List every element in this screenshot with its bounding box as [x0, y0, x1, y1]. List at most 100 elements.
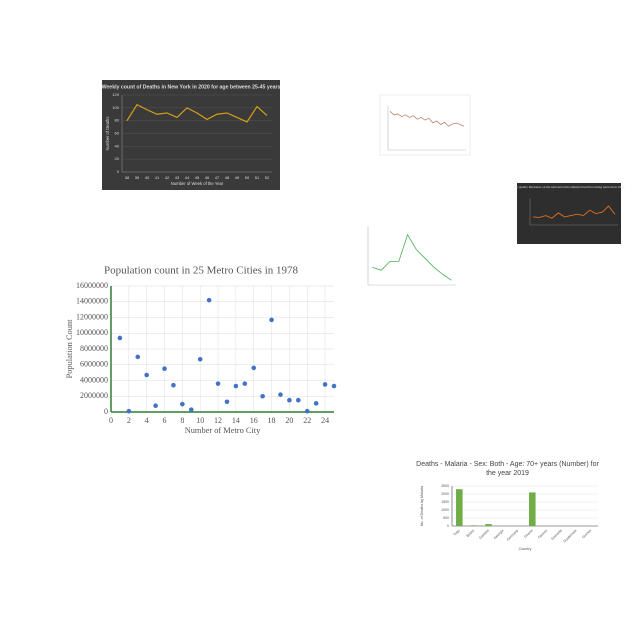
point	[188, 407, 194, 412]
x-tick-label: Gambia	[478, 529, 490, 541]
y-tick-label: 1500	[441, 500, 449, 504]
y-tick-label: 40	[115, 143, 120, 148]
point	[224, 399, 230, 405]
bar	[470, 525, 478, 526]
x-tick-label: Ghana	[523, 528, 533, 538]
y-tick-label: 8000000	[80, 344, 108, 353]
y-tick-label: 120	[112, 92, 119, 97]
chart: Air quality Measures on the national env…	[513, 183, 625, 244]
x-tick-label: 39	[135, 175, 140, 180]
x-tick-label: 52	[265, 175, 270, 180]
chart	[379, 94, 471, 156]
chart	[360, 220, 460, 290]
x-tick-label: 50	[245, 175, 250, 180]
y-tick-label: 14000000	[76, 297, 108, 306]
point	[135, 354, 141, 360]
chart-title: Weekly count of Deaths in New York in 20…	[102, 84, 281, 90]
chart-background	[379, 94, 471, 156]
point	[180, 401, 185, 407]
y-tick-label: 16000000	[76, 281, 108, 290]
x-tick-label: 38	[125, 175, 130, 180]
x-tick-label: 18	[268, 416, 276, 425]
x-tick-label: 51	[255, 175, 260, 180]
point	[233, 383, 239, 389]
x-tick-label: 47	[215, 175, 220, 180]
x-tick-label: 45	[195, 175, 200, 180]
point	[153, 403, 158, 409]
y-axis-label: No. of Deaths by Malaria	[420, 485, 424, 526]
point	[117, 335, 123, 341]
y-tick-label: 10000000	[76, 328, 108, 337]
x-tick-label: 10	[196, 416, 204, 425]
point	[162, 366, 167, 371]
y-axis-label: Population Count	[65, 319, 74, 379]
y-tick-label: 2000	[441, 492, 449, 496]
x-tick-label: 4	[145, 416, 149, 425]
point	[269, 317, 274, 323]
x-tick-label: 14	[232, 416, 240, 425]
point	[171, 382, 176, 388]
y-tick-label: 60	[115, 131, 120, 136]
chart-background	[102, 80, 280, 190]
point	[206, 297, 212, 303]
point	[197, 356, 203, 362]
x-tick-label: 48	[225, 175, 230, 180]
x-tick-label: 46	[205, 175, 210, 180]
y-tick-label: 80	[115, 118, 120, 123]
bar	[485, 524, 492, 526]
x-tick-label: 43	[175, 175, 180, 180]
y-tick-label: 6000000	[80, 360, 108, 369]
point	[313, 401, 319, 406]
x-tick-label: 49	[235, 175, 240, 180]
x-axis-label: Number of Week of the Year	[171, 181, 224, 186]
y-tick-label: 4000000	[80, 375, 108, 384]
bar	[456, 489, 463, 526]
x-tick-label: Greece	[537, 528, 548, 539]
chart: 0 500 1000 1500 2000 2500 Togo Belize Gambia Geor…	[415, 458, 600, 560]
x-tick-label: 44	[185, 175, 190, 180]
point	[322, 382, 328, 387]
x-axis-label: Country	[519, 547, 532, 551]
line	[372, 233, 452, 281]
chart-background	[517, 183, 621, 244]
y-tick-label: 2000000	[80, 391, 108, 400]
point	[144, 372, 149, 378]
y-tick-label: 12000000	[76, 312, 108, 321]
y-tick-label: 0	[447, 524, 449, 528]
point	[287, 397, 292, 403]
line	[126, 103, 268, 123]
chart-title: Air quality Measures on the national env…	[513, 185, 624, 189]
x-tick-label: 40	[145, 175, 150, 180]
y-tick-label: 20	[115, 156, 120, 161]
bar	[529, 492, 536, 526]
point	[304, 408, 310, 414]
y-tick-label: 0	[117, 169, 120, 174]
chart-title: Population count in 25 Metro Cities in 1…	[104, 265, 299, 277]
chart-background	[415, 458, 600, 560]
x-tick-label: Belize	[466, 529, 476, 539]
y-tick-label: 100	[112, 105, 119, 110]
x-tick-label: 2	[127, 416, 131, 425]
x-tick-label: Georgia	[493, 528, 505, 540]
chart: Weekly count of Deaths in New York in 20…	[102, 80, 281, 190]
x-tick-label: 12	[214, 416, 222, 425]
x-tick-label: 20	[285, 416, 293, 425]
x-tick-label: 16	[250, 416, 258, 425]
y-tick-label: 0	[104, 407, 108, 416]
point	[296, 397, 301, 403]
chart-title: Deaths - Malaria - Sex: Both - Age: 70+ …	[416, 461, 599, 477]
chart-background	[360, 220, 460, 290]
x-tick-label: 0	[109, 416, 113, 425]
y-tick-label: 500	[443, 516, 449, 520]
point	[251, 365, 257, 371]
y-axis-label: Number of Deaths	[105, 117, 110, 151]
point	[126, 408, 132, 414]
point	[242, 381, 248, 386]
point	[278, 392, 283, 397]
point	[331, 383, 337, 389]
x-tick-label: 42	[165, 175, 170, 180]
x-tick-label: 24	[321, 416, 329, 425]
x-tick-label: 22	[303, 416, 311, 425]
